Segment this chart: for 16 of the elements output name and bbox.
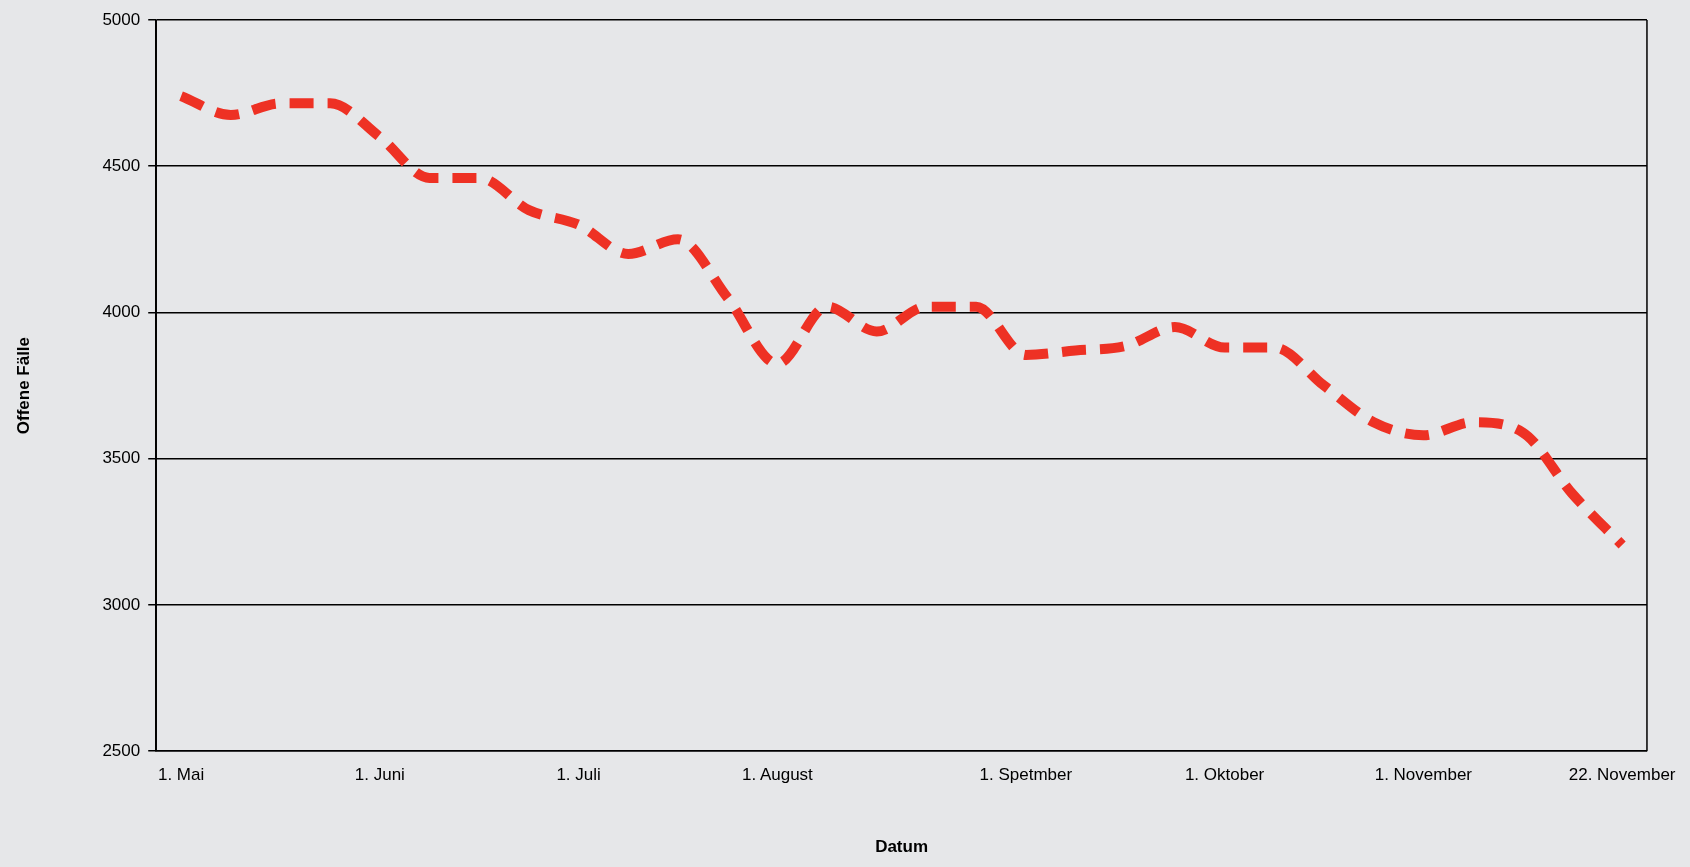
x-tick-label: 1. August bbox=[741, 765, 814, 785]
x-axis-title: Datum bbox=[875, 837, 929, 857]
y-tick-label: 2500 bbox=[102, 740, 141, 760]
x-tick-label: 1. Spetmber bbox=[979, 765, 1073, 785]
y-tick-label: 3000 bbox=[102, 594, 141, 614]
x-tick-label: 1. November bbox=[1374, 765, 1473, 785]
x-tick-label: 22. November bbox=[1568, 765, 1676, 785]
x-tick-label: 1. Oktober bbox=[1184, 765, 1265, 785]
y-tick-label: 4500 bbox=[102, 155, 141, 175]
y-tick-label: 3500 bbox=[102, 448, 141, 468]
x-tick-label: 1. Juli bbox=[556, 765, 601, 785]
y-tick-label: 5000 bbox=[102, 9, 141, 29]
x-tick-label: 1. Juni bbox=[354, 765, 405, 785]
y-axis-title: Offene Fälle bbox=[13, 336, 33, 435]
x-tick-label: 1. Mai bbox=[157, 765, 205, 785]
y-tick-label: 4000 bbox=[102, 302, 141, 322]
